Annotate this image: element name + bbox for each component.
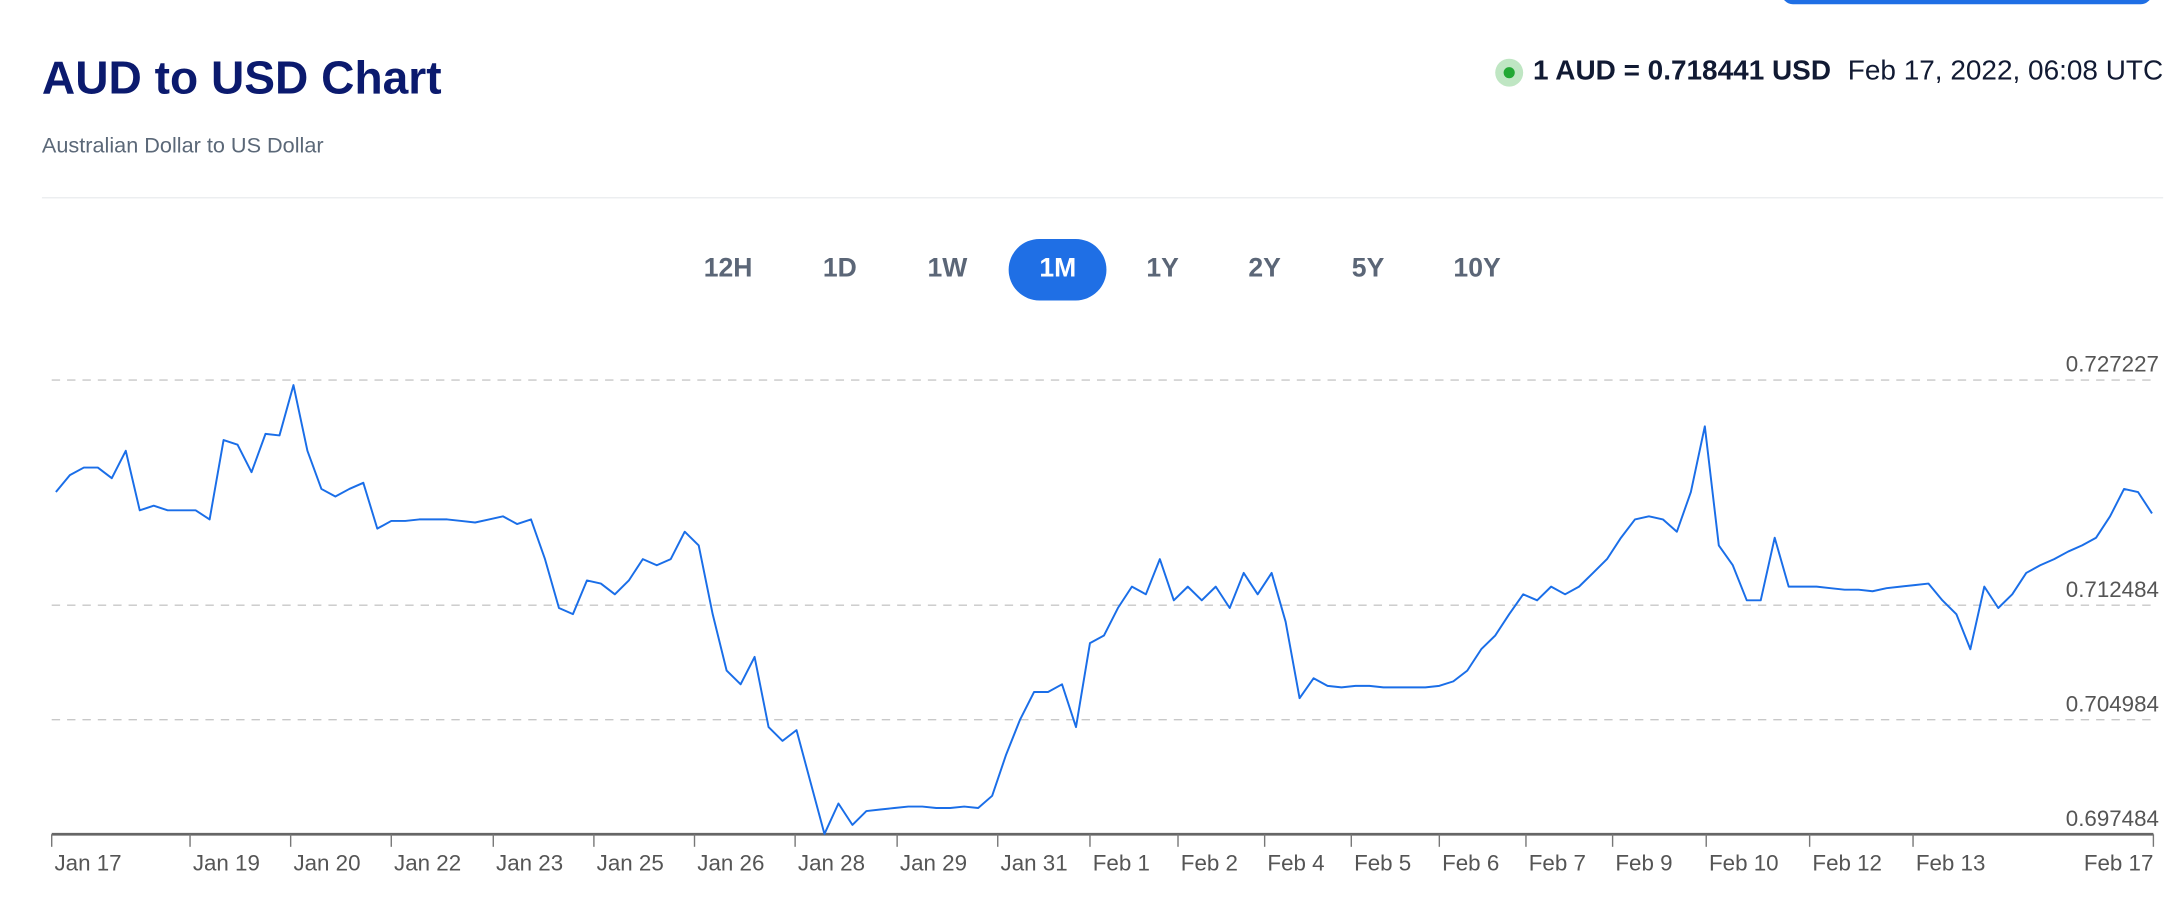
x-tick-label: Feb 5 [1354, 851, 1411, 876]
x-tick-label: Jan 19 [193, 851, 260, 876]
tab-5y[interactable]: 5Y [1351, 254, 1385, 284]
x-tick-label: Feb 13 [1916, 851, 1986, 876]
timeframe-tabs: 12H 1D 1W 1M 1Y 2Y 5Y 10Y [0, 238, 2180, 301]
x-tick-label: Jan 29 [900, 851, 967, 876]
series-line [55, 384, 2153, 835]
y-tick-label: 0.712484 [2066, 577, 2159, 602]
tab-10y[interactable]: 10Y [1453, 254, 1501, 284]
x-tick-label: Jan 25 [597, 851, 664, 876]
x-tick-label: Jan 20 [293, 851, 360, 876]
x-tick-label: Jan 23 [496, 851, 563, 876]
x-tick-label: Jan 26 [697, 851, 764, 876]
rate-timestamp: Feb 17, 2022, 06:08 UTC [1847, 55, 2164, 87]
current-rate: 1 AUD = 0.718441 USD Feb 17, 2022, 06:08… [1495, 56, 2163, 88]
x-tick-label: Feb 4 [1267, 851, 1324, 876]
x-tick-label: Feb 6 [1442, 851, 1499, 876]
x-tick-label: Jan 28 [798, 851, 865, 876]
tab-2y[interactable]: 2Y [1248, 254, 1281, 284]
x-tick-label: Jan 31 [1001, 851, 1068, 876]
y-tick-label: 0.727227 [2066, 352, 2159, 377]
page-subtitle: Australian Dollar to US Dollar [41, 134, 324, 158]
x-tick-label: Feb 12 [1812, 851, 1882, 876]
rate-value: 1 AUD = 0.718441 USD [1532, 55, 1832, 87]
x-tick-label: Feb 17 [2084, 851, 2154, 876]
x-tick-label: Feb 2 [1181, 851, 1238, 876]
x-tick-label: Feb 9 [1615, 851, 1672, 876]
y-tick-label: 0.704984 [2066, 691, 2159, 716]
tab-1m[interactable]: 1M [1008, 238, 1108, 301]
tab-1d[interactable]: 1D [822, 254, 857, 284]
y-tick-label: 0.697484 [2066, 806, 2159, 831]
divider [41, 197, 2164, 199]
live-status-icon [1495, 57, 1524, 86]
tab-1w[interactable]: 1W [927, 254, 968, 284]
x-tick-label: Feb 7 [1529, 851, 1586, 876]
top-action-button[interactable] [1781, 0, 2152, 5]
page-title: AUD to USD Chart [41, 51, 442, 104]
tab-1y[interactable]: 1Y [1146, 254, 1179, 284]
x-tick-label: Feb 10 [1709, 851, 1779, 876]
x-tick-label: Jan 17 [54, 851, 121, 876]
x-tick-label: Jan 22 [394, 851, 461, 876]
x-tick-label: Feb 1 [1093, 851, 1150, 876]
tab-12h[interactable]: 12H [703, 254, 753, 284]
